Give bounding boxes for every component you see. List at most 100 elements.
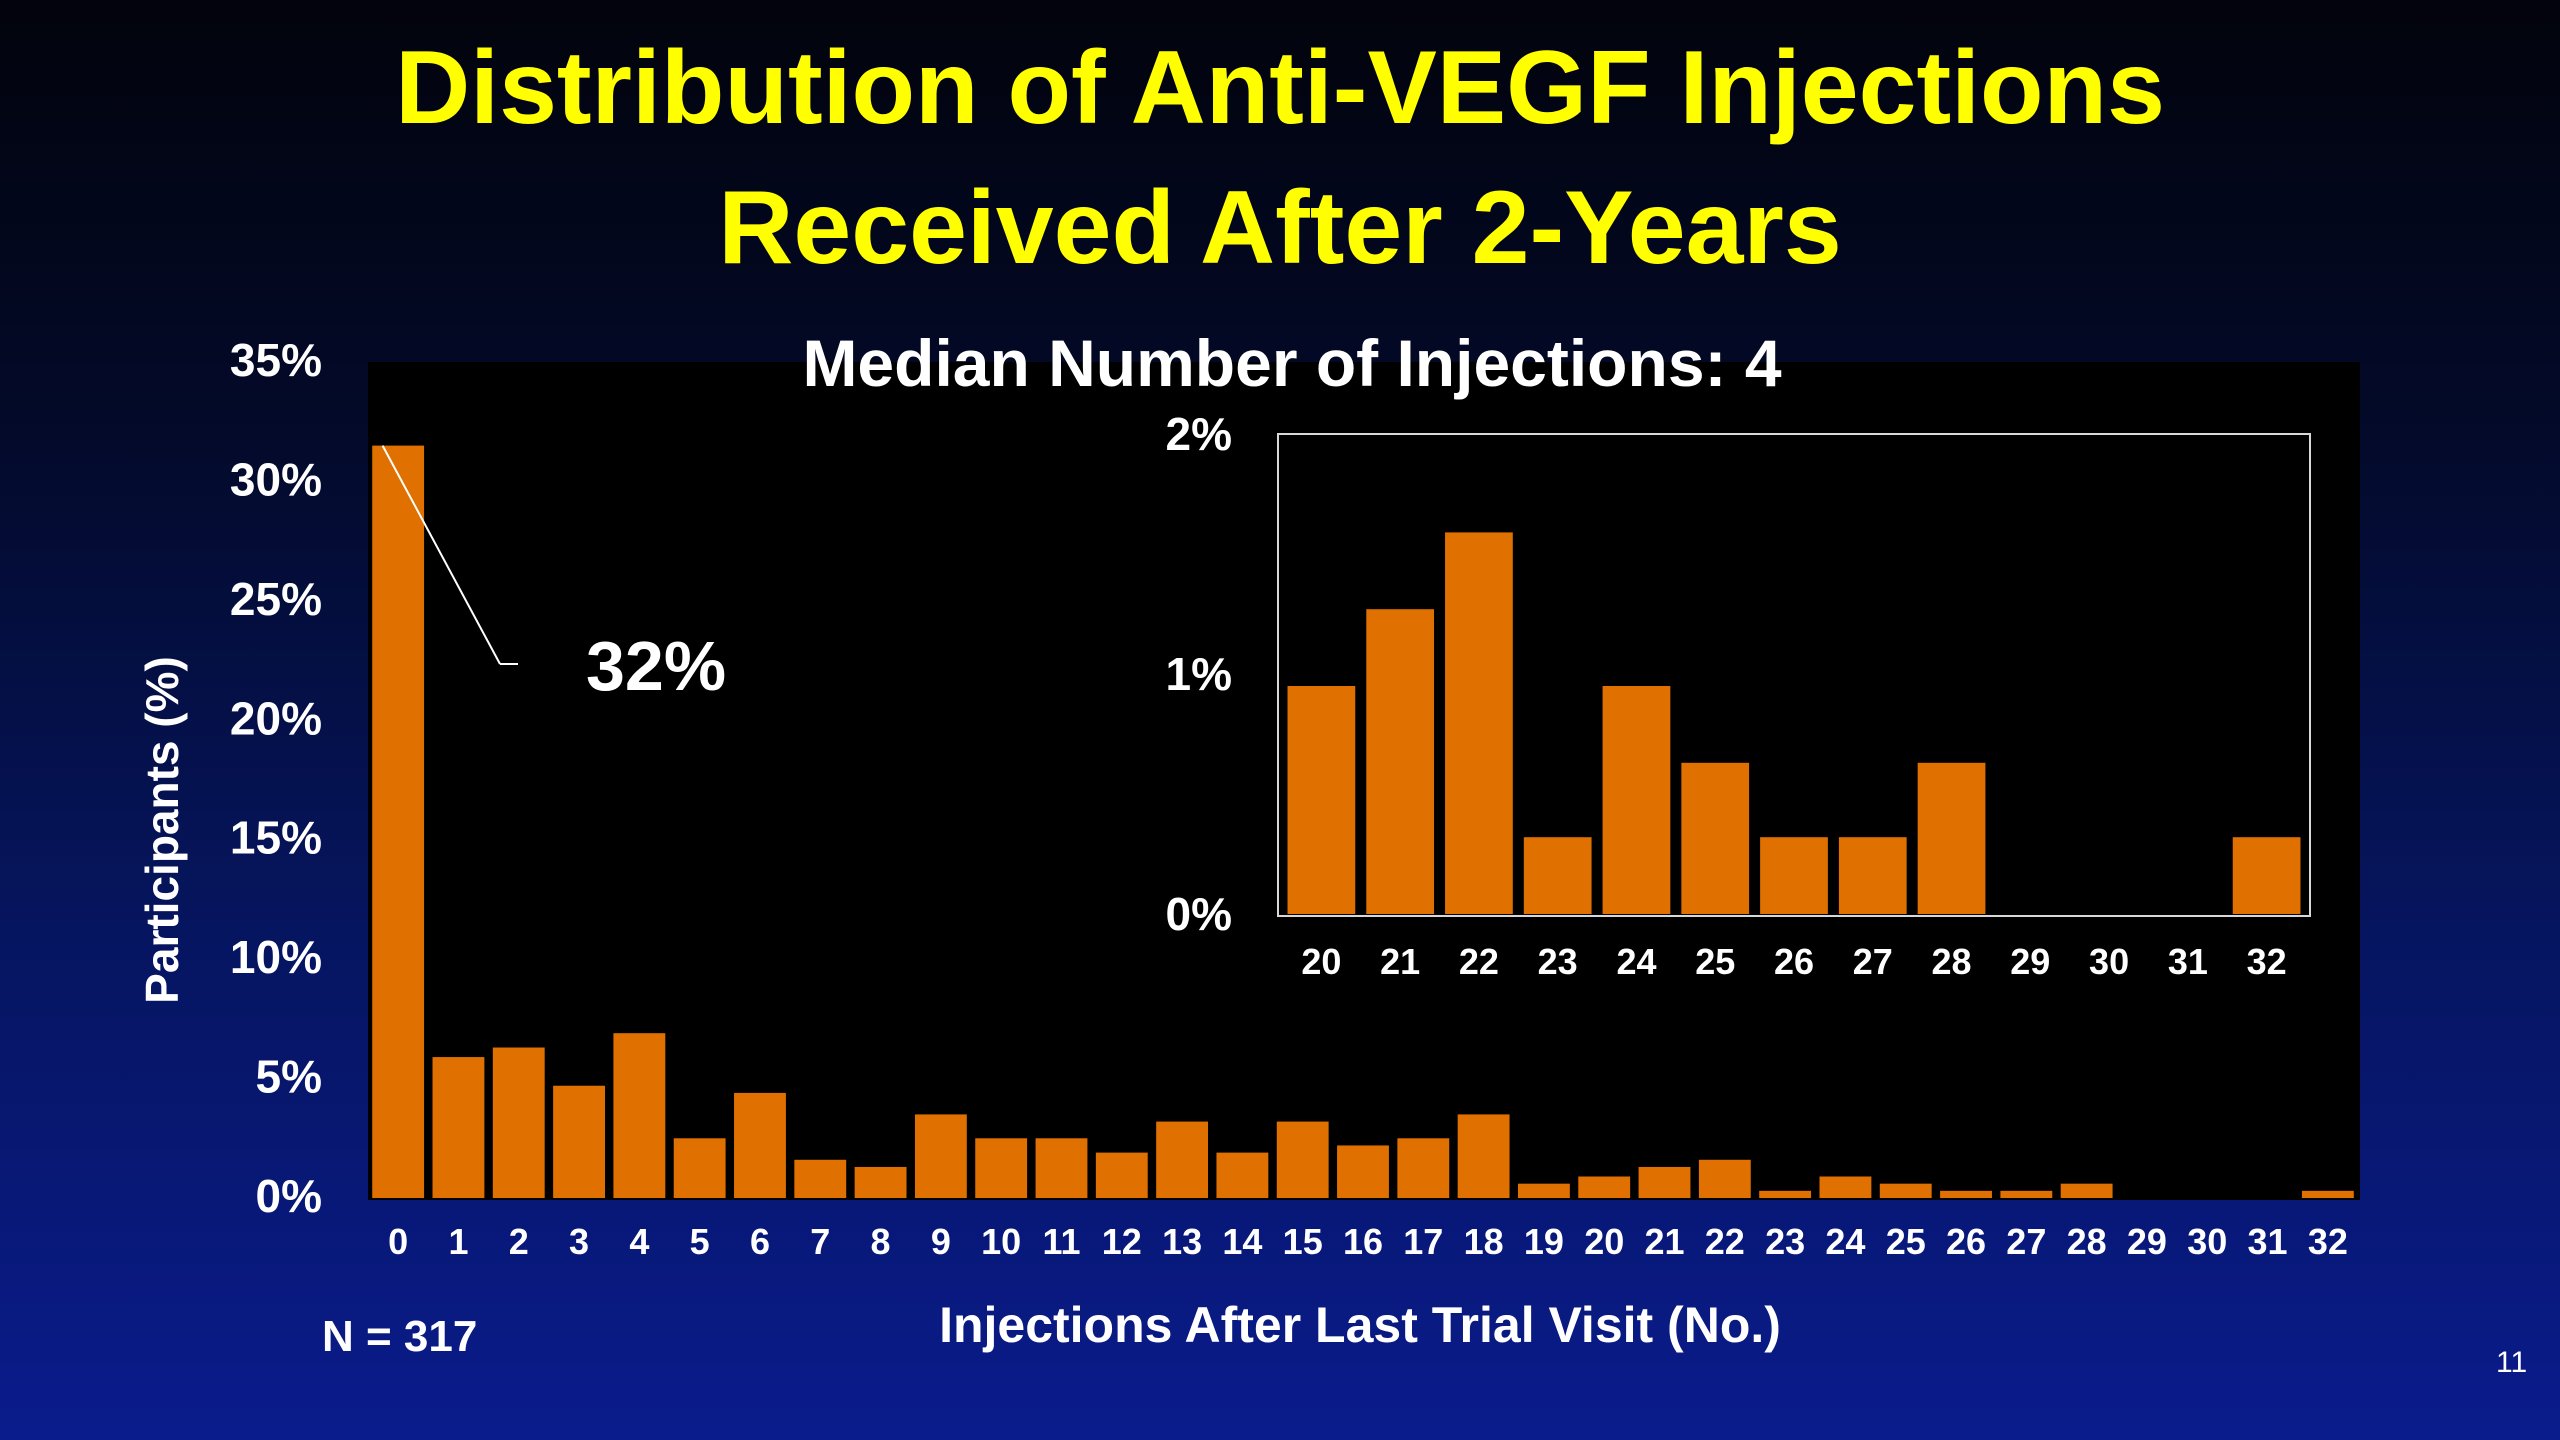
annotation-leader-line (381, 445, 501, 665)
bar-8 (854, 1166, 907, 1198)
y-tick-label: 20% (230, 692, 322, 744)
inset-bar-24 (1602, 686, 1671, 914)
inset-x-tick-label: 28 (1932, 941, 1972, 982)
bar-32 (2301, 1190, 2354, 1198)
inset-x-ticks-group: 20 21 22 23 24 25 26 27 28 29 30 31 32 (1301, 941, 2286, 982)
bar-25 (1879, 1183, 1932, 1198)
bar-18 (1457, 1114, 1510, 1198)
bar-4 (613, 1033, 666, 1198)
x-tick-label: 25 (1886, 1221, 1926, 1262)
inset-bar-32 (2232, 837, 2301, 914)
x-tick-label: 5 (690, 1221, 710, 1262)
x-tick-label: 27 (2006, 1221, 2046, 1262)
inset-bar-22 (1445, 532, 1513, 914)
x-tick-label: 15 (1283, 1221, 1323, 1262)
bar-3 (553, 1085, 605, 1198)
y-axis-label: Participants (%) (136, 656, 188, 1004)
y-tick-label: 25% (230, 573, 322, 625)
x-tick-label: 14 (1222, 1221, 1262, 1262)
bar-12 (1095, 1152, 1148, 1198)
sample-size-label: N = 317 (322, 1312, 478, 1361)
x-tick-label: 6 (750, 1221, 770, 1262)
bar-14 (1216, 1152, 1269, 1198)
x-tick-label: 22 (1705, 1221, 1745, 1262)
bar-annotation-label: 32% (586, 627, 726, 705)
y-tick-label: 35% (230, 334, 322, 386)
slide-title-line-2: Received After 2-Years (718, 170, 1842, 286)
bar-15 (1276, 1121, 1329, 1198)
y-tick-label: 30% (230, 453, 322, 505)
inset-x-tick-label: 24 (1616, 941, 1656, 982)
bar-1 (432, 1057, 485, 1198)
slide-number: 11 (2496, 1346, 2528, 1379)
inset-bar-28 (1917, 762, 1986, 914)
inset-x-tick-label: 22 (1459, 941, 1499, 982)
inset-x-tick-label: 21 (1380, 941, 1420, 982)
x-tick-label: 26 (1946, 1221, 1986, 1262)
main-chart-title: Median Number of Injections: 4 (802, 326, 1781, 400)
bar-6 (734, 1092, 786, 1198)
x-tick-label: 1 (448, 1221, 468, 1262)
bar-17 (1397, 1138, 1450, 1198)
x-tick-label: 17 (1403, 1221, 1443, 1262)
x-tick-label: 0 (388, 1221, 408, 1262)
x-tick-label: 16 (1343, 1221, 1383, 1262)
y-tick-label: 10% (230, 931, 322, 983)
inset-x-tick-label: 20 (1301, 941, 1341, 982)
inset-x-tick-label: 29 (2010, 941, 2050, 982)
bar-20 (1578, 1176, 1631, 1198)
x-tick-label: 7 (810, 1221, 830, 1262)
bar-13 (1156, 1121, 1209, 1198)
bar-27 (2000, 1190, 2053, 1198)
bar-21 (1638, 1166, 1691, 1198)
bar-0 (372, 445, 425, 1199)
x-tick-label: 31 (2248, 1221, 2288, 1262)
bar-28 (2060, 1183, 2113, 1198)
bar-11 (1035, 1138, 1088, 1198)
main-x-ticks-group: 0 1 2 3 4 5 6 7 8 9 10 11 12 13 14 15 16 17 18 19 20 21 22 23 24… (388, 1221, 2348, 1262)
inset-bar-21 (1366, 609, 1435, 914)
inset-bar-20 (1287, 686, 1356, 914)
bar-23 (1759, 1190, 1812, 1198)
x-axis-label: Injections After Last Trial Visit (No.) (939, 1297, 1781, 1353)
inset-x-tick-label: 32 (2247, 941, 2287, 982)
inset-x-tick-label: 25 (1695, 941, 1735, 982)
x-tick-label: 3 (569, 1221, 589, 1262)
x-tick-label: 24 (1825, 1221, 1865, 1262)
x-tick-label: 10 (981, 1221, 1021, 1262)
inset-x-tick-label: 31 (2168, 941, 2208, 982)
main-bars-group (372, 445, 2354, 1199)
inset-y-tick-label: 2% (1166, 408, 1232, 460)
bar-7 (794, 1159, 847, 1198)
inset-y-ticks-group: 0% 1% 2% (1166, 408, 1232, 940)
slide-title-line-1: Distribution of Anti-VEGF Injections (395, 30, 2165, 146)
x-tick-label: 23 (1765, 1221, 1805, 1262)
inset-bar-27 (1838, 837, 1907, 914)
inset-y-tick-label: 0% (1166, 888, 1232, 940)
main-y-ticks-group: 0% 5% 10% 15% 20% 25% 30% 35% (230, 334, 322, 1222)
x-tick-label: 11 (1042, 1221, 1080, 1262)
bar-9 (914, 1114, 967, 1198)
bar-16 (1337, 1145, 1389, 1198)
y-tick-label: 5% (256, 1051, 322, 1103)
inset-x-tick-label: 26 (1774, 941, 1814, 982)
bar-22 (1698, 1159, 1751, 1198)
inset-x-tick-label: 30 (2089, 941, 2129, 982)
x-tick-label: 21 (1644, 1221, 1684, 1262)
x-tick-label: 2 (509, 1221, 529, 1262)
x-tick-label: 13 (1162, 1221, 1202, 1262)
x-tick-label: 4 (629, 1221, 649, 1262)
inset-y-tick-label: 1% (1166, 648, 1232, 700)
bar-24 (1819, 1176, 1872, 1198)
x-tick-label: 30 (2187, 1221, 2227, 1262)
inset-bars-group (1287, 532, 2301, 914)
inset-bar-25 (1681, 762, 1750, 914)
x-tick-label: 28 (2067, 1221, 2107, 1262)
inset-x-tick-label: 23 (1538, 941, 1578, 982)
bar-5 (673, 1138, 726, 1198)
x-tick-label: 12 (1102, 1221, 1142, 1262)
bar-2 (492, 1047, 545, 1198)
x-tick-label: 32 (2308, 1221, 2348, 1262)
bar-26 (1940, 1190, 1992, 1198)
